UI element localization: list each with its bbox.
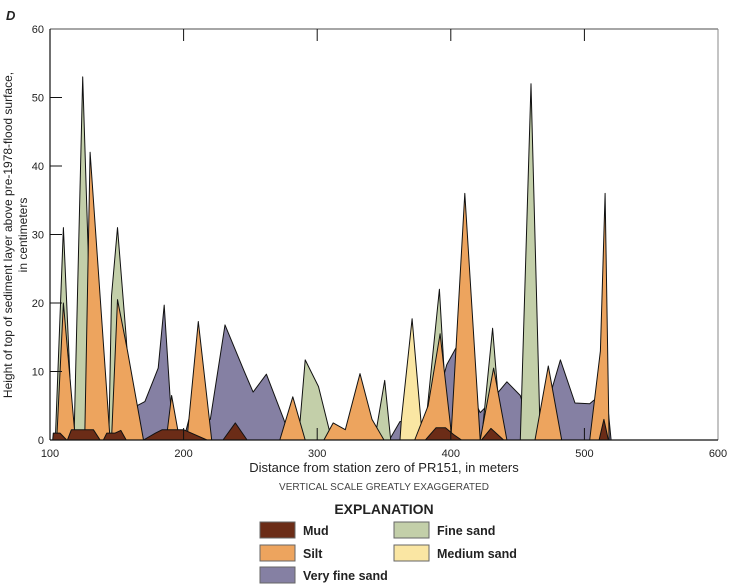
x-tick-label: 500 — [575, 448, 593, 460]
very-fine-sand-swatch — [259, 566, 296, 584]
x-tick-label: 300 — [308, 448, 326, 460]
y-axis-label-line1: Height of top of sediment layer above pr… — [1, 72, 15, 398]
y-axis-label-line2: in centimeters — [16, 198, 30, 273]
x-axis-label: Distance from station zero of PR151, in … — [249, 460, 519, 475]
y-tick-label: 0 — [38, 435, 44, 447]
x-tick-label: 100 — [41, 448, 59, 460]
x-tick-label: 200 — [174, 448, 192, 460]
y-tick-label: 50 — [32, 93, 44, 105]
panel-label: D — [6, 8, 16, 23]
y-tick-label: 30 — [32, 230, 44, 242]
mud-legend-label: Mud — [303, 524, 329, 538]
medium-sand-area — [399, 318, 424, 441]
scale-note: VERTICAL SCALE GREATLY EXAGGERATED — [279, 482, 489, 493]
fine-sand-area — [519, 83, 541, 441]
y-tick-label: 20 — [32, 298, 44, 310]
fine-sand-legend-label: Fine sand — [437, 524, 495, 538]
silt-area — [111, 299, 144, 441]
x-tick-label: 600 — [709, 448, 727, 460]
silt-swatch — [259, 544, 296, 562]
legend-title: EXPLANATION — [334, 501, 433, 517]
silt-area — [450, 192, 481, 441]
mud-swatch — [259, 521, 296, 539]
legend: Mud Silt Very fine sand Fine sand Medium san… — [259, 521, 517, 584]
silt-area — [186, 321, 213, 441]
silt-area — [84, 151, 111, 441]
very-fine-sand-legend-label: Very fine sand — [303, 569, 388, 583]
fine-sand-swatch — [393, 521, 430, 539]
y-tick-label: 10 — [32, 367, 44, 379]
silt-legend-label: Silt — [303, 547, 323, 561]
y-tick-label: 40 — [32, 161, 44, 173]
medium-sand-swatch — [393, 544, 430, 562]
plot-areas — [52, 76, 612, 441]
fine-sand-area — [298, 359, 333, 441]
medium-sand-legend-label: Medium sand — [437, 547, 517, 561]
x-tick-label: 400 — [442, 448, 460, 460]
y-tick-label: 60 — [32, 24, 44, 36]
axes: 0 10 20 30 40 50 60 100 200 300 400 500 600 — [32, 24, 727, 460]
silt-area — [323, 373, 385, 441]
